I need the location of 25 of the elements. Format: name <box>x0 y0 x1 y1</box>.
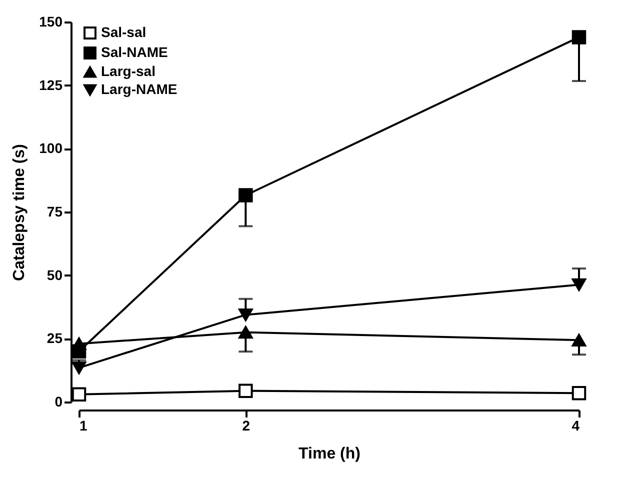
point <box>238 384 253 398</box>
x-tick-label: 4 <box>572 418 580 434</box>
point <box>572 278 586 292</box>
y-tick-label: 75 <box>46 204 63 220</box>
y-axis-title: Catalepsy time (s) <box>11 144 28 281</box>
point <box>572 334 586 346</box>
legend-label: Sal-NAME <box>101 44 168 60</box>
y-tick-label: 150 <box>39 14 63 30</box>
legend-label: Sal-sal <box>101 24 146 40</box>
point <box>72 387 86 402</box>
y-tick-label: 0 <box>54 394 63 410</box>
x-axis-title: Time (h) <box>298 446 360 462</box>
point <box>238 326 253 339</box>
y-tick-label: 50 <box>46 266 63 283</box>
y-tick-label: 125 <box>39 76 63 93</box>
x-tick-label: 2 <box>242 418 250 434</box>
x-tick-label: 1 <box>80 418 88 434</box>
y-tick-label: 100 <box>39 140 63 156</box>
legend-label: Larg-NAME <box>101 81 178 97</box>
point <box>238 188 253 202</box>
point <box>238 308 253 322</box>
y-tick-label: 25 <box>46 330 63 346</box>
point <box>572 30 586 44</box>
legend-label: Larg-sal <box>101 63 156 79</box>
point <box>572 386 586 400</box>
